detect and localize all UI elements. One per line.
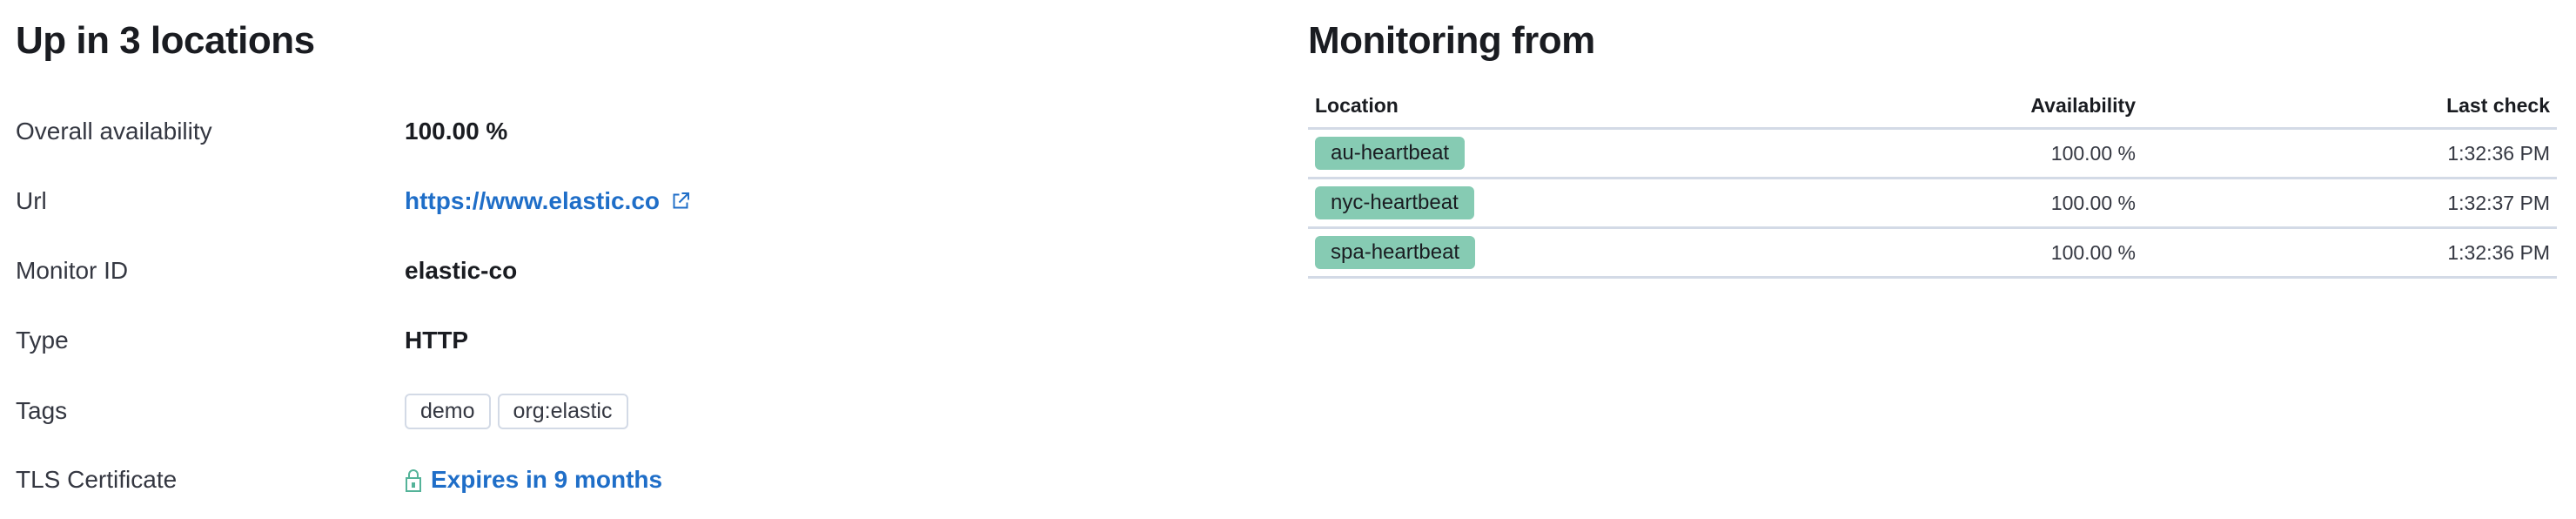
- monitoring-locations-table: Location Availability Last check au-hear…: [1308, 84, 2557, 279]
- last-check-cell: 1:32:36 PM: [2143, 227, 2557, 279]
- lock-icon: [406, 469, 421, 492]
- location-badge: nyc-heartbeat: [1315, 186, 1474, 219]
- row-label: Type: [16, 327, 69, 354]
- row-label: Url: [16, 187, 47, 214]
- row-label: TLS Certificate: [16, 466, 178, 493]
- type-value: HTTP: [405, 327, 469, 354]
- summary-title: Up in 3 locations: [16, 19, 315, 62]
- availability-value: 100.00 %: [405, 118, 508, 145]
- monitoring-title: Monitoring from: [1308, 19, 1595, 62]
- column-header-last-check[interactable]: Last check: [2143, 84, 2557, 130]
- availability-cell: 100.00 %: [1868, 227, 2143, 279]
- availability-cell: 100.00 %: [1868, 178, 2143, 229]
- last-check-cell: 1:32:37 PM: [2143, 178, 2557, 229]
- row-label: Monitor ID: [16, 257, 129, 284]
- table-row: au-heartbeat 100.00 % 1:32:36 PM: [1308, 128, 2557, 179]
- tags-row: Tags demo org:elastic: [16, 385, 1234, 437]
- monitor-id-row: Monitor ID elastic-co: [16, 245, 1234, 297]
- url-link[interactable]: https://www.elastic.co: [405, 187, 661, 214]
- location-badge: au-heartbeat: [1315, 137, 1466, 170]
- column-header-location[interactable]: Location: [1308, 84, 1868, 130]
- row-label: Tags: [16, 397, 68, 424]
- tls-certificate-row: TLS Certificate Expires in 9 months: [16, 454, 1234, 506]
- location-badge: spa-heartbeat: [1315, 236, 1476, 269]
- availability-cell: 100.00 %: [1868, 128, 2143, 179]
- column-header-availability[interactable]: Availability: [1868, 84, 2143, 130]
- table-row: nyc-heartbeat 100.00 % 1:32:37 PM: [1308, 178, 2557, 229]
- url-row: Url https://www.elastic.co: [16, 175, 1234, 227]
- tag-org-elastic[interactable]: org:elastic: [497, 393, 628, 429]
- tag-demo[interactable]: demo: [405, 393, 491, 429]
- monitor-id-value: elastic-co: [405, 257, 518, 284]
- type-row: Type HTTP: [16, 314, 1234, 367]
- tls-expiry-link[interactable]: Expires in 9 months: [431, 466, 663, 493]
- external-link-icon[interactable]: [670, 191, 691, 212]
- last-check-cell: 1:32:36 PM: [2143, 128, 2557, 179]
- table-row: spa-heartbeat 100.00 % 1:32:36 PM: [1308, 227, 2557, 279]
- table-header: Location Availability Last check: [1308, 84, 2557, 130]
- overall-availability-row: Overall availability 100.00 %: [16, 105, 1234, 158]
- row-label: Overall availability: [16, 118, 212, 145]
